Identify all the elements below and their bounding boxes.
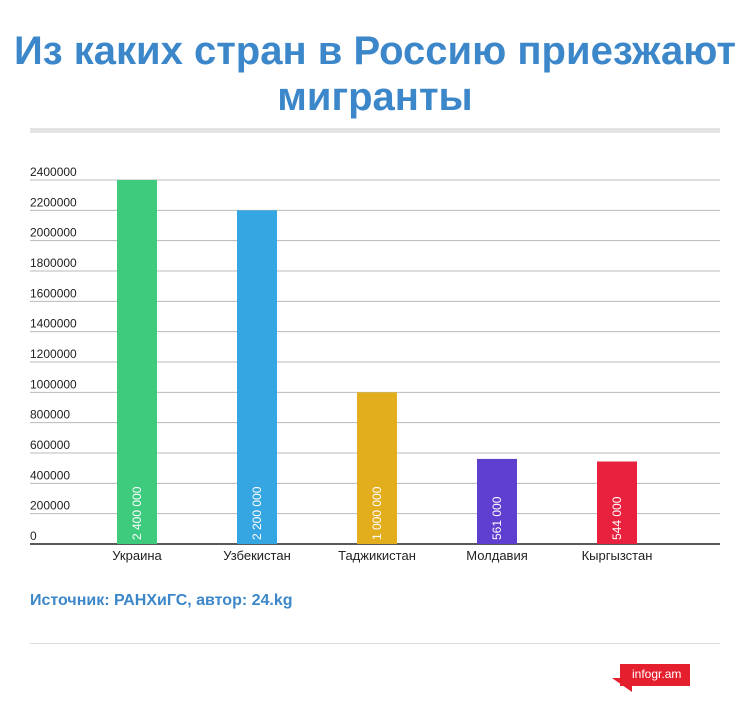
bar[interactable] — [477, 458, 517, 544]
y-tick-label: 2200000 — [30, 195, 77, 209]
x-category-label: Молдавия — [466, 548, 528, 563]
title-divider — [30, 128, 720, 133]
bar[interactable] — [357, 392, 397, 544]
y-tick-label: 1600000 — [30, 286, 77, 300]
x-category-label: Кыргызстан — [582, 548, 653, 563]
y-tick-label: 1800000 — [30, 256, 77, 270]
y-tick-label: 1400000 — [30, 317, 77, 331]
y-tick-label: 1200000 — [30, 347, 77, 361]
y-tick-label: 400000 — [30, 468, 70, 482]
bar-data-label: 1 000 000 — [370, 486, 384, 540]
bar-chart: 0 200000 400000 600000 800000 1000000 1200000 1… — [30, 165, 720, 563]
bottom-divider — [30, 643, 720, 644]
y-tick-label: 600000 — [30, 438, 70, 452]
x-category-label: Узбекистан — [223, 548, 291, 563]
x-category-label: Таджикистан — [338, 548, 416, 563]
bar[interactable] — [237, 210, 277, 545]
y-tick-label: 2400000 — [30, 165, 77, 179]
y-tick-label: 0 — [30, 529, 37, 543]
x-category-label: Украина — [112, 548, 162, 563]
bar[interactable] — [117, 180, 157, 544]
y-tick-label: 2000000 — [30, 226, 77, 240]
bars: 2 400 000 2 200 000 1 000 000 561 000 544 00… — [117, 180, 637, 545]
badge-text: infogr.am — [632, 667, 682, 681]
badge-background — [620, 664, 690, 686]
bar-data-label: 561 000 — [490, 496, 504, 540]
bar[interactable] — [597, 461, 637, 544]
x-axis-labels: Украина Узбекистан Таджикистан Молдавия Кырг… — [112, 548, 652, 563]
y-tick-label: 800000 — [30, 408, 70, 422]
source-note: Источник: РАНХиГС, автор: 24.kg — [30, 592, 293, 609]
bar-data-label: 2 400 000 — [130, 486, 144, 540]
chart-title: Из каких стран в Россию приезжают мигран… — [13, 29, 737, 119]
y-axis-ticks: 0 200000 400000 600000 800000 1000000 1200000 1… — [30, 165, 77, 543]
y-tick-label: 1000000 — [30, 377, 77, 391]
bar-data-label: 2 200 000 — [250, 486, 264, 540]
bar-data-label: 544 000 — [610, 496, 624, 540]
y-tick-label: 200000 — [30, 499, 70, 513]
infogram-badge[interactable]: infogr.am — [610, 664, 690, 694]
